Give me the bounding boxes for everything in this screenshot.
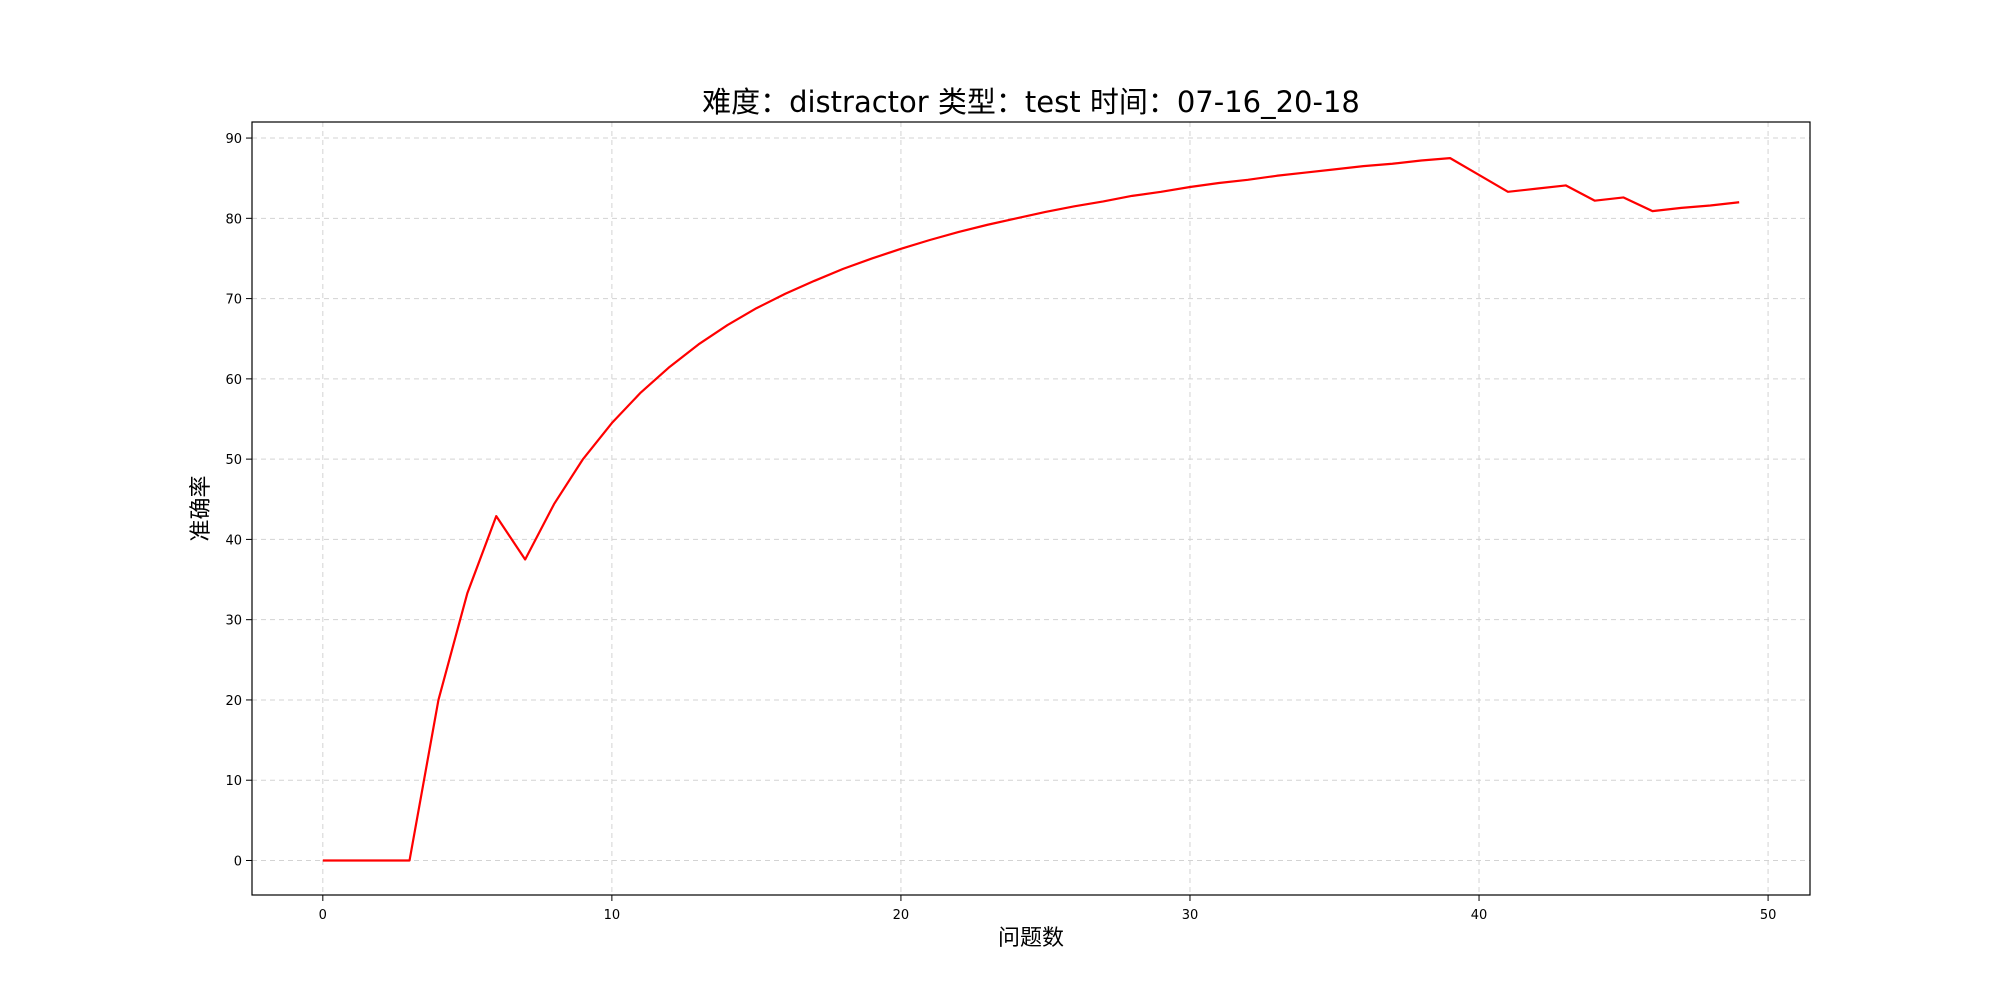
y-tick-label: 10 [225,774,242,789]
y-axis-label: 准确率 [189,475,214,541]
y-tick-label: 20 [225,694,242,709]
x-tick-label: 50 [1760,908,1777,923]
x-tick-label: 0 [319,908,327,923]
chart-title: 难度：distractor 类型：test 时间：07-16_20-18 [702,85,1360,119]
y-tick-label: 90 [225,132,242,147]
plot-area-frame [251,121,1811,896]
accuracy-series-line [322,157,1740,862]
axis-ticks: 0 10 20 30 40 50 0 10 20 30 40 50 60 70 80 90 [225,132,1776,923]
y-tick-label: 0 [234,854,242,869]
grid [252,122,1810,895]
x-tick-label: 40 [1471,908,1488,923]
y-tick-label: 40 [225,533,242,548]
y-tick-label: 70 [225,293,242,308]
x-axis-label: 问题数 [998,926,1064,951]
x-tick-label: 20 [893,908,910,923]
y-tick-label: 50 [225,453,242,468]
x-tick-label: 10 [604,908,621,923]
x-tick-label: 30 [1182,908,1199,923]
y-tick-label: 60 [225,373,242,388]
series-layer [322,157,1740,862]
y-tick-label: 30 [225,614,242,629]
y-tick-label: 80 [225,212,242,227]
